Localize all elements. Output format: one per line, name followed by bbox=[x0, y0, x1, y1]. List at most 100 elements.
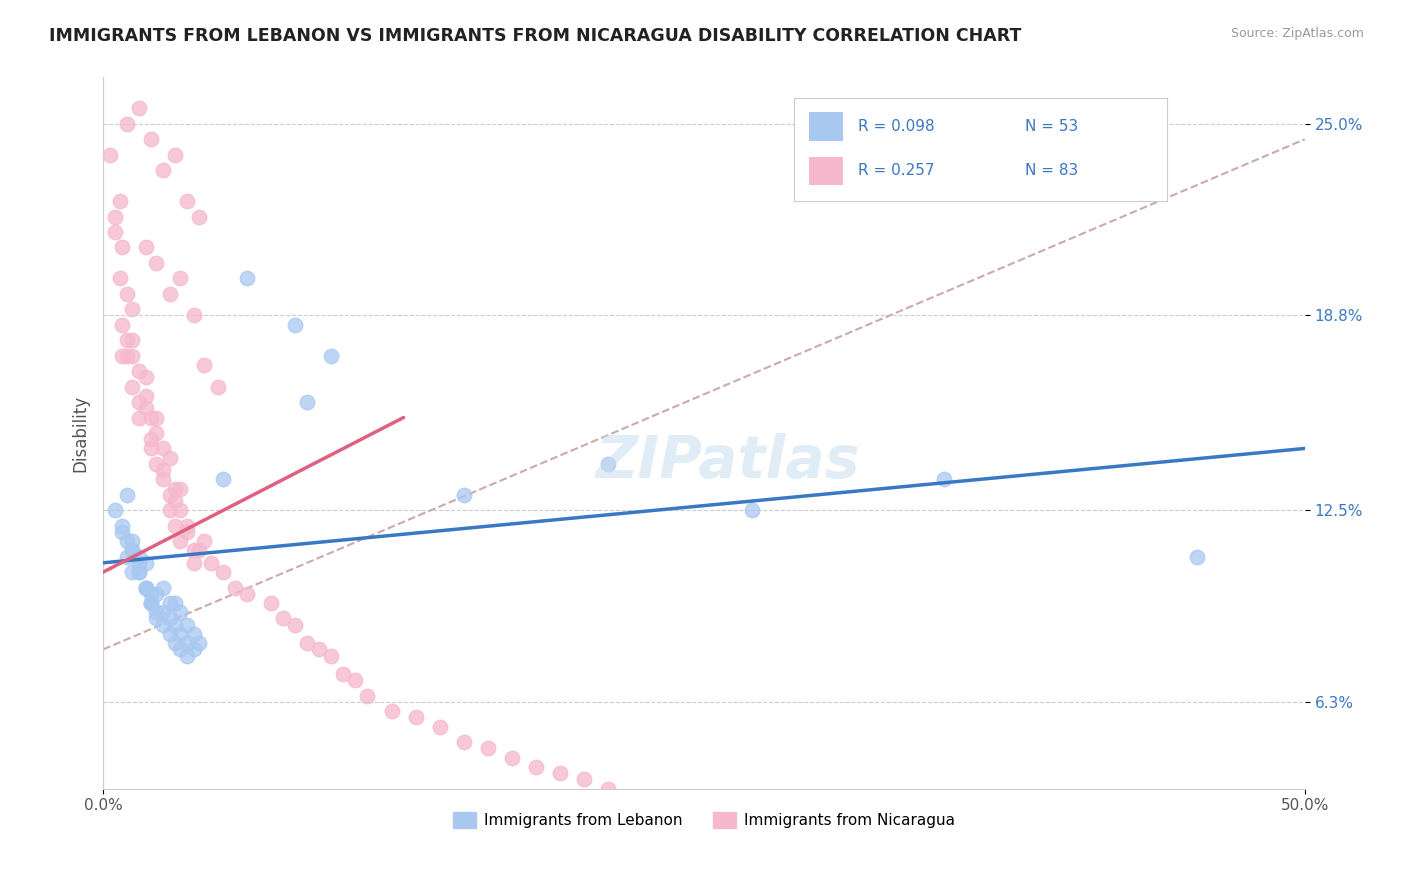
Point bbox=[115, 117, 138, 131]
Point bbox=[145, 611, 167, 625]
Point bbox=[183, 627, 205, 641]
Point bbox=[356, 689, 378, 703]
Point bbox=[104, 210, 127, 224]
Point bbox=[121, 333, 143, 347]
Point bbox=[159, 286, 181, 301]
Point bbox=[111, 240, 134, 254]
Point bbox=[321, 648, 343, 663]
Point bbox=[121, 543, 143, 558]
Point bbox=[501, 750, 523, 764]
Point bbox=[128, 549, 150, 564]
Point bbox=[159, 596, 181, 610]
Point bbox=[165, 617, 187, 632]
Point bbox=[453, 488, 475, 502]
Point bbox=[176, 518, 198, 533]
Point bbox=[111, 349, 134, 363]
Point bbox=[128, 395, 150, 409]
Point bbox=[169, 503, 191, 517]
Point bbox=[135, 581, 157, 595]
Point bbox=[121, 302, 143, 317]
Point bbox=[141, 596, 163, 610]
Point bbox=[115, 349, 138, 363]
Point bbox=[193, 534, 215, 549]
Point bbox=[405, 710, 427, 724]
Point bbox=[104, 225, 127, 239]
Point bbox=[165, 482, 187, 496]
Point bbox=[159, 488, 181, 502]
Point bbox=[297, 636, 319, 650]
Point bbox=[135, 370, 157, 384]
Point bbox=[98, 147, 121, 161]
Point bbox=[152, 442, 174, 456]
Point bbox=[159, 611, 181, 625]
Point bbox=[344, 673, 367, 688]
Point bbox=[115, 534, 138, 549]
Point bbox=[135, 581, 157, 595]
Point bbox=[596, 457, 619, 471]
Point bbox=[212, 565, 235, 579]
Point bbox=[169, 534, 191, 549]
Point bbox=[165, 147, 187, 161]
Point bbox=[152, 581, 174, 595]
Point bbox=[145, 410, 167, 425]
Point bbox=[128, 410, 150, 425]
Point bbox=[183, 642, 205, 657]
Text: IMMIGRANTS FROM LEBANON VS IMMIGRANTS FROM NICARAGUA DISABILITY CORRELATION CHAR: IMMIGRANTS FROM LEBANON VS IMMIGRANTS FR… bbox=[49, 27, 1022, 45]
Point bbox=[207, 379, 229, 393]
Point bbox=[121, 349, 143, 363]
Point bbox=[273, 611, 295, 625]
Point bbox=[165, 596, 187, 610]
Point bbox=[145, 457, 167, 471]
Point bbox=[111, 518, 134, 533]
Point bbox=[128, 364, 150, 378]
Point bbox=[111, 524, 134, 539]
Point bbox=[145, 587, 167, 601]
Point bbox=[188, 636, 211, 650]
Point bbox=[183, 543, 205, 558]
Point bbox=[121, 565, 143, 579]
Point bbox=[128, 565, 150, 579]
Point bbox=[152, 463, 174, 477]
Point bbox=[524, 760, 547, 774]
Point bbox=[284, 617, 307, 632]
Point bbox=[183, 309, 205, 323]
Point bbox=[108, 194, 131, 208]
Point bbox=[152, 617, 174, 632]
Point bbox=[141, 596, 163, 610]
Point bbox=[429, 720, 451, 734]
Point bbox=[596, 781, 619, 796]
Point bbox=[135, 389, 157, 403]
Point bbox=[104, 503, 127, 517]
Point bbox=[236, 271, 259, 285]
Point bbox=[121, 379, 143, 393]
Point bbox=[169, 271, 191, 285]
Point bbox=[212, 472, 235, 486]
Point bbox=[236, 587, 259, 601]
Point bbox=[159, 503, 181, 517]
Point bbox=[169, 627, 191, 641]
Point bbox=[111, 318, 134, 332]
Point bbox=[115, 488, 138, 502]
Point bbox=[176, 648, 198, 663]
Point bbox=[128, 565, 150, 579]
Text: N = 83: N = 83 bbox=[1025, 163, 1078, 178]
Text: ZIPatlas: ZIPatlas bbox=[596, 433, 860, 490]
Point bbox=[380, 704, 402, 718]
Point bbox=[135, 401, 157, 416]
Point bbox=[224, 581, 246, 595]
Text: R = 0.257: R = 0.257 bbox=[858, 163, 934, 178]
FancyBboxPatch shape bbox=[810, 157, 842, 186]
Point bbox=[165, 636, 187, 650]
Point bbox=[934, 472, 956, 486]
Point bbox=[141, 587, 163, 601]
Point bbox=[188, 543, 211, 558]
FancyBboxPatch shape bbox=[810, 112, 842, 141]
Point bbox=[308, 642, 330, 657]
Point bbox=[141, 132, 163, 146]
Point bbox=[176, 524, 198, 539]
Point bbox=[135, 581, 157, 595]
Point bbox=[741, 503, 763, 517]
Point bbox=[169, 605, 191, 619]
Point bbox=[115, 286, 138, 301]
Point bbox=[152, 472, 174, 486]
